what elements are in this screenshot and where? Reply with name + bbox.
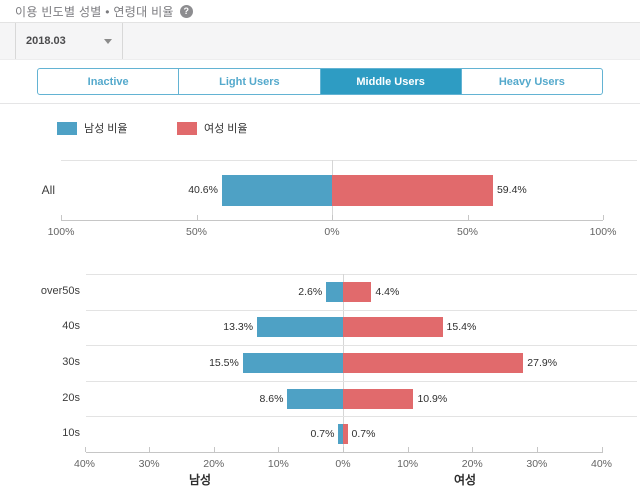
axis-tick-label: 20% — [203, 458, 225, 470]
axis-tick-label: 100% — [47, 226, 75, 238]
male-value-label: 15.5% — [209, 357, 239, 369]
female-bar[interactable] — [343, 281, 372, 302]
axis-line — [86, 452, 603, 453]
help-icon[interactable]: ? — [179, 4, 193, 18]
male-bar[interactable] — [242, 353, 343, 373]
male-value-label: 0.7% — [310, 428, 335, 441]
row-separator — [86, 416, 637, 418]
axis-tick — [603, 215, 604, 220]
axis-tick-label: 30% — [138, 458, 160, 470]
axis-line — [61, 220, 603, 221]
row-separator — [86, 380, 637, 382]
category-label: over50s — [40, 284, 80, 297]
male-value-label: 13.3% — [223, 321, 254, 334]
female-bar[interactable] — [343, 424, 348, 445]
axis-tick — [213, 447, 215, 452]
category-label: 30s — [62, 356, 80, 368]
axis-tick — [61, 215, 62, 220]
axis-tick — [536, 447, 538, 452]
row-separator — [86, 345, 637, 347]
axis-tick — [407, 447, 409, 452]
toolbar: 2018.03 — [0, 22, 640, 60]
axis-tick-label: 10% — [397, 458, 419, 470]
female-bar[interactable] — [332, 174, 493, 206]
legend-item: 여성 비율 — [177, 120, 248, 136]
female-bar[interactable] — [343, 388, 414, 409]
legend-label: 남성 비율 — [84, 123, 128, 135]
axis-tick — [343, 447, 344, 452]
axis-tick — [467, 215, 469, 220]
legend-label: 여성 비율 — [204, 123, 248, 135]
axis-tick-label: 40% — [590, 458, 612, 470]
axis-tick — [196, 215, 198, 220]
category-label: All — [41, 183, 55, 197]
axis-tick — [332, 215, 333, 220]
male-value-label: 40.6% — [188, 184, 218, 196]
axis-group-label-female: 여성 — [453, 473, 477, 487]
legend-swatch — [177, 121, 197, 135]
tab-light-users[interactable]: Light Users — [178, 69, 319, 94]
tab-heavy-users[interactable]: Heavy Users — [460, 69, 602, 94]
axis-tick — [472, 447, 474, 452]
page-title: 이용 빈도별 성별 • 연령대 비율 — [15, 4, 174, 19]
legend-swatch — [57, 121, 77, 135]
axis-tick-label: 0% — [335, 458, 351, 470]
female-bar[interactable] — [343, 353, 524, 373]
section-divider — [0, 103, 640, 104]
male-bar[interactable] — [257, 317, 343, 338]
axis-tick-label: 100% — [589, 226, 617, 238]
user-segment-tabs: Inactive Light Users Middle Users Heavy Use… — [37, 68, 603, 95]
legend-item: 남성 비율 — [57, 120, 128, 136]
period-dropdown[interactable]: 2018.03 — [15, 23, 123, 59]
axis-tick-label: 30% — [526, 458, 548, 470]
period-value: 2018.03 — [26, 35, 66, 47]
category-label: 10s — [62, 427, 80, 440]
tab-middle-users[interactable]: Middle Users — [319, 69, 461, 94]
axis-tick — [84, 447, 86, 452]
female-value-label: 15.4% — [446, 321, 477, 334]
category-label: 40s — [62, 320, 80, 333]
male-bar[interactable] — [338, 424, 343, 445]
female-value-label: 4.4% — [375, 285, 400, 298]
axis-tick-label: 20% — [461, 458, 483, 470]
axis-tick-label: 50% — [456, 226, 478, 238]
plot-top-border — [86, 274, 637, 275]
male-bar[interactable] — [221, 174, 332, 206]
axis-tick-label: 0% — [324, 226, 340, 238]
axis-tick-label: 50% — [185, 226, 207, 238]
female-value-label: 10.9% — [417, 392, 448, 405]
axis-group-label-male: 남성 — [188, 473, 212, 487]
male-value-label: 2.6% — [298, 285, 323, 298]
plot-top-border — [61, 160, 637, 161]
row-separator — [86, 309, 637, 311]
male-bar[interactable] — [287, 388, 343, 409]
axis-tick — [601, 447, 603, 452]
axis-tick-label: 10% — [267, 458, 289, 470]
male-bar[interactable] — [326, 281, 343, 302]
female-bar[interactable] — [343, 317, 443, 338]
title-row: 이용 빈도별 성별 • 연령대 비율 ? — [15, 3, 193, 19]
male-value-label: 8.6% — [259, 392, 284, 405]
axis-tick — [149, 447, 151, 452]
tab-inactive[interactable]: Inactive — [87, 75, 129, 88]
chevron-down-icon — [104, 38, 112, 44]
axis-tick — [278, 447, 280, 452]
axis-tick-label: 40% — [73, 458, 95, 470]
category-label: 20s — [62, 391, 80, 404]
female-value-label: 0.7% — [351, 428, 376, 441]
female-value-label: 27.9% — [527, 357, 558, 369]
female-value-label: 59.4% — [496, 184, 527, 196]
